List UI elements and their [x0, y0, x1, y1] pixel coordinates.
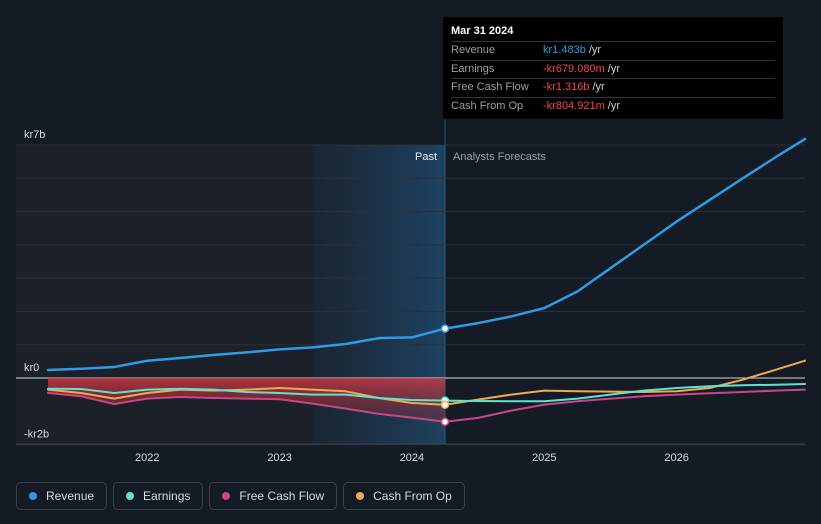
tooltip-label: Cash From Op	[451, 99, 524, 112]
revenue-line	[46, 137, 807, 372]
x-tick-label: 2022	[135, 452, 159, 464]
cash-from-op-line	[47, 359, 806, 406]
legend-item-free-cash-flow[interactable]: Free Cash Flow	[209, 482, 338, 510]
tooltip-value: -kr1.316b	[543, 81, 590, 93]
legend-label: Free Cash Flow	[239, 489, 325, 503]
legend-label: Revenue	[46, 489, 95, 503]
x-tick-label: 2025	[532, 452, 556, 464]
legend-item-revenue[interactable]: Revenue	[16, 482, 108, 510]
tooltip-label: Earnings	[451, 62, 495, 75]
tooltip-value: -kr679.080m	[543, 62, 605, 75]
free-cash-flow-dot-icon	[222, 492, 231, 500]
free-cash-flow-line	[47, 388, 806, 423]
tooltip-value: -kr804.921m	[543, 99, 605, 112]
x-tick-label: 2026	[664, 452, 688, 464]
legend-label: Cash From Op	[373, 489, 452, 503]
tooltip-unit: /yr	[607, 62, 620, 75]
legend-item-earnings[interactable]: Earnings	[113, 482, 204, 510]
revenue-dot-icon	[29, 492, 37, 500]
revenue-marker	[440, 324, 450, 333]
tooltip-date: Mar 31 2024	[451, 24, 775, 42]
earnings-dot-icon	[126, 492, 135, 500]
data-tooltip: Mar 31 2024 Revenue kr1.483b /yr Earning…	[443, 17, 783, 119]
tooltip-label: Free Cash Flow	[451, 81, 529, 93]
y-axis-label: kr7b	[24, 129, 45, 141]
forecast-label: Analysts Forecasts	[453, 151, 546, 163]
tooltip-label: Revenue	[451, 44, 496, 56]
cash-from-op-marker	[440, 400, 450, 410]
tooltip-unit: /yr	[592, 81, 605, 93]
y-axis-label: kr0	[24, 362, 39, 374]
free-cash-flow-marker	[440, 417, 450, 427]
tooltip-row-revenue: Revenue kr1.483b /yr	[451, 42, 775, 61]
x-tick-label: 2024	[400, 452, 424, 464]
y-axis-label: -kr2b	[24, 429, 49, 441]
chart-legend: Revenue Earnings Free Cash Flow Cash Fro…	[16, 482, 471, 510]
tooltip-unit: /yr	[588, 44, 602, 56]
tooltip-value: kr1.483b	[543, 44, 586, 56]
tooltip-unit: /yr	[607, 99, 620, 112]
legend-label: Earnings	[143, 489, 191, 503]
tooltip-row-free-cash-flow: Free Cash Flow -kr1.316b /yr	[451, 79, 775, 98]
cash-from-op-dot-icon	[356, 492, 365, 500]
tooltip-row-earnings: Earnings -kr679.080m /yr	[451, 61, 775, 79]
tooltip-row-cash-from-op: Cash From Op -kr804.921m /yr	[451, 98, 775, 116]
legend-item-cash-from-op[interactable]: Cash From Op	[343, 482, 465, 510]
x-tick-label: 2023	[267, 452, 291, 464]
earnings-line	[47, 383, 806, 403]
past-label: Past	[415, 151, 437, 163]
